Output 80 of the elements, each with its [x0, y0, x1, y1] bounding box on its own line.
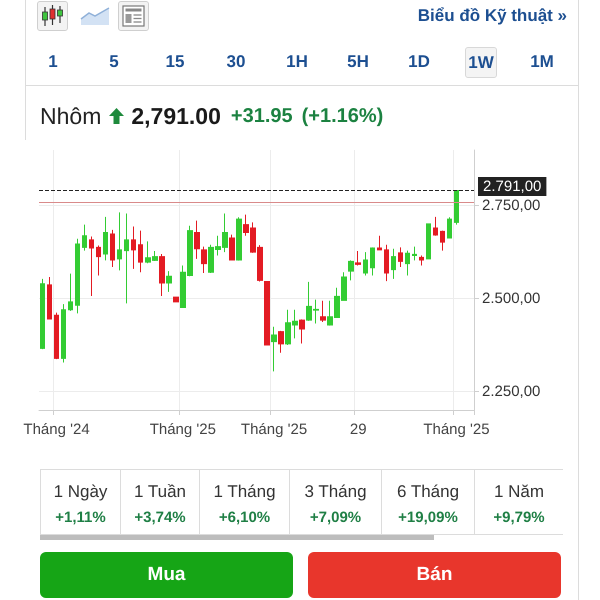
candlestick	[82, 224, 87, 252]
candlestick	[229, 234, 235, 261]
text: 1M	[530, 52, 554, 72]
candlestick	[426, 223, 431, 260]
x-tick-label: Tháng '25	[240, 421, 308, 438]
candlestick	[110, 229, 115, 268]
candlestick	[370, 246, 375, 276]
candlestick	[194, 220, 200, 260]
candlestick	[47, 276, 52, 320]
x-tick-label: 29	[350, 421, 367, 438]
candlestick	[412, 246, 417, 261]
candlestick	[447, 216, 452, 239]
button: Bán	[308, 552, 561, 598]
text: +7,09%	[308, 509, 362, 527]
tab: 1W	[465, 47, 497, 78]
button: Mua	[40, 552, 293, 598]
candlestick	[236, 216, 242, 262]
candlestick	[454, 190, 459, 226]
text: 5H	[347, 52, 369, 72]
text: +19,09%	[397, 509, 459, 527]
candlestick	[405, 250, 410, 276]
ref-line-label: 2.791,00	[483, 178, 542, 195]
text: 1 Ngày	[52, 482, 108, 502]
text: 2,791.00	[131, 102, 221, 130]
candlestick	[173, 296, 179, 302]
text: 1H	[286, 52, 308, 72]
candlestick	[419, 254, 424, 266]
text: (+1.16%)	[302, 104, 384, 128]
candlestick	[54, 312, 59, 360]
candlestick	[264, 280, 270, 346]
text: Biểu đồ Kỹ thuật »	[418, 5, 567, 27]
candlestick	[117, 212, 122, 271]
x-tick-label: Tháng '25	[423, 421, 490, 438]
y-tick-label: 2.750,00	[482, 197, 540, 214]
candlestick	[384, 244, 389, 282]
candlestick	[103, 216, 108, 261]
text: +1,11%	[54, 509, 107, 527]
candlestick	[440, 230, 445, 252]
x-tick-label: Tháng '25	[150, 421, 216, 438]
candlestick	[363, 252, 368, 276]
text: 1	[48, 52, 58, 72]
candlestick	[131, 226, 136, 270]
candlestick	[138, 230, 143, 273]
candlestick	[348, 260, 354, 281]
text: 5	[109, 52, 119, 72]
chart-title: Nhôm	[40, 102, 102, 130]
candlestick	[320, 300, 326, 322]
candlestick	[68, 273, 73, 312]
candlestick	[124, 213, 129, 304]
text: 30	[226, 52, 246, 72]
candlestick	[159, 254, 165, 296]
candlestick	[89, 236, 94, 296]
text: 1 Năm	[492, 482, 546, 502]
candlestick	[278, 330, 284, 354]
candlestick	[355, 250, 361, 266]
candlestick	[299, 318, 305, 344]
x-tick-label: Tháng '24	[23, 421, 90, 438]
text: 6 Tháng	[396, 482, 460, 502]
text: +6,10%	[218, 509, 272, 527]
y-tick-label: 2.500,00	[482, 290, 540, 308]
candlestick	[391, 248, 396, 280]
y-tick-label: 2.250,00	[482, 382, 540, 400]
candlestick	[40, 278, 45, 350]
text: 1D	[408, 52, 430, 72]
candlestick	[96, 244, 101, 276]
candlestick	[398, 246, 403, 268]
candlestick	[433, 216, 438, 236]
candlestick	[377, 235, 382, 251]
text: +3,74%	[133, 509, 187, 527]
text: +31.95	[230, 104, 293, 128]
candlestick	[201, 246, 207, 274]
text: 3 Tháng	[303, 482, 368, 502]
candlestick	[61, 304, 66, 363]
candlestick	[271, 326, 277, 372]
text: +9,79%	[492, 509, 546, 527]
text: 1 Tháng	[212, 482, 277, 502]
candlestick	[75, 238, 80, 314]
text: 15	[166, 52, 184, 72]
text: 1 Tuần	[133, 482, 187, 502]
candlestick	[166, 270, 172, 292]
